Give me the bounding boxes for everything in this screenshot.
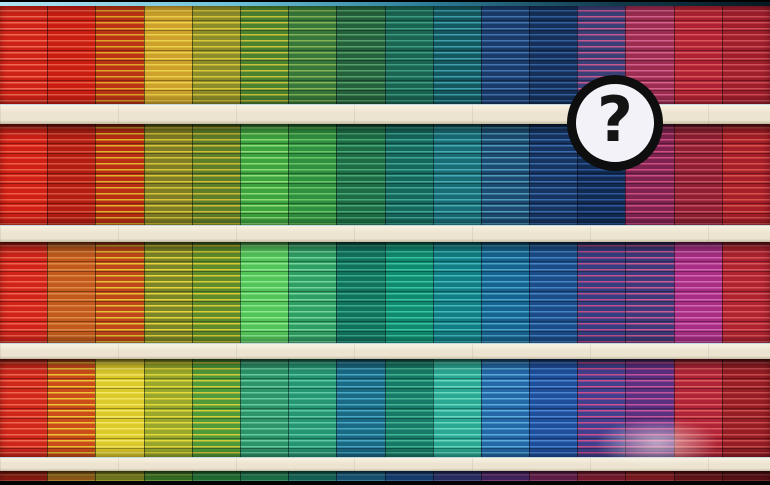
color-swatch [625,358,674,457]
color-swatch [47,470,96,482]
bottom-black-edge [0,481,770,485]
color-swatch [191,0,240,104]
color-swatch [721,0,770,104]
color-swatch [95,0,144,104]
color-swatch [625,241,674,343]
color-swatch [239,0,289,104]
color-swatch [47,358,96,457]
color-swatch [143,470,192,482]
color-swatch [336,0,385,104]
color-swatch [432,123,481,225]
color-swatch [239,241,289,343]
color-swatch [529,241,578,343]
color-swatch [480,241,530,343]
color-swatch [143,241,192,343]
color-swatch [95,470,144,482]
top-highlight-line [0,2,770,6]
color-swatch [577,470,626,482]
color-swatch [0,358,48,457]
swatch-row-1 [0,0,770,104]
swatch-row-4 [0,358,770,457]
question-mark-badge[interactable]: ? [567,75,663,171]
color-swatch [529,358,578,457]
color-swatch [336,123,385,225]
color-swatch [191,241,240,343]
shelf-2 [0,225,770,242]
top-black-edge [0,0,770,3]
question-mark-glyph: ? [597,83,633,156]
color-swatch [384,358,433,457]
color-swatch [384,0,433,104]
color-swatch [0,0,48,104]
swatch-row-5 [0,470,770,482]
color-swatch [432,0,481,104]
color-swatch [625,470,674,482]
color-swatch [721,123,770,225]
color-swatch [95,241,144,343]
color-swatch [384,241,433,343]
color-swatch [47,123,96,225]
color-swatch [577,358,626,457]
color-swatch [191,470,240,482]
color-swatch [480,123,530,225]
color-swatch [721,241,770,343]
color-swatch [480,0,530,104]
color-swatch [336,358,385,457]
shelf-3 [0,343,770,359]
color-swatch [95,358,144,457]
color-swatch [239,358,289,457]
color-swatch [0,470,48,482]
color-swatch [143,123,192,225]
color-swatch [191,358,240,457]
color-swatch [47,0,96,104]
color-swatch [47,241,96,343]
color-swatch [432,241,481,343]
color-swatch [384,470,433,482]
color-swatch [432,470,481,482]
color-swatch [673,470,722,482]
color-swatch [480,470,530,482]
color-swatch [673,241,722,343]
shelf-4 [0,457,770,471]
color-swatch [673,123,722,225]
color-swatch [288,0,337,104]
color-swatch [288,123,337,225]
color-swatch [288,470,337,482]
color-swatch [0,241,48,343]
color-swatch [336,470,385,482]
color-swatch [288,358,337,457]
color-swatch [143,0,192,104]
color-swatch [336,241,385,343]
color-swatch [191,123,240,225]
color-swatch [529,0,578,104]
color-swatch [95,123,144,225]
color-swatch [480,358,530,457]
color-swatch [384,123,433,225]
color-swatch [577,241,626,343]
color-swatch [239,123,289,225]
color-swatch [721,358,770,457]
color-swatch [239,470,289,482]
color-swatch [673,0,722,104]
color-swatch [673,358,722,457]
color-swatch [529,470,578,482]
color-swatch [143,358,192,457]
color-swatch [0,123,48,225]
swatch-row-3 [0,241,770,343]
color-swatch [432,358,481,457]
color-swatch [288,241,337,343]
color-swatch [721,470,770,482]
